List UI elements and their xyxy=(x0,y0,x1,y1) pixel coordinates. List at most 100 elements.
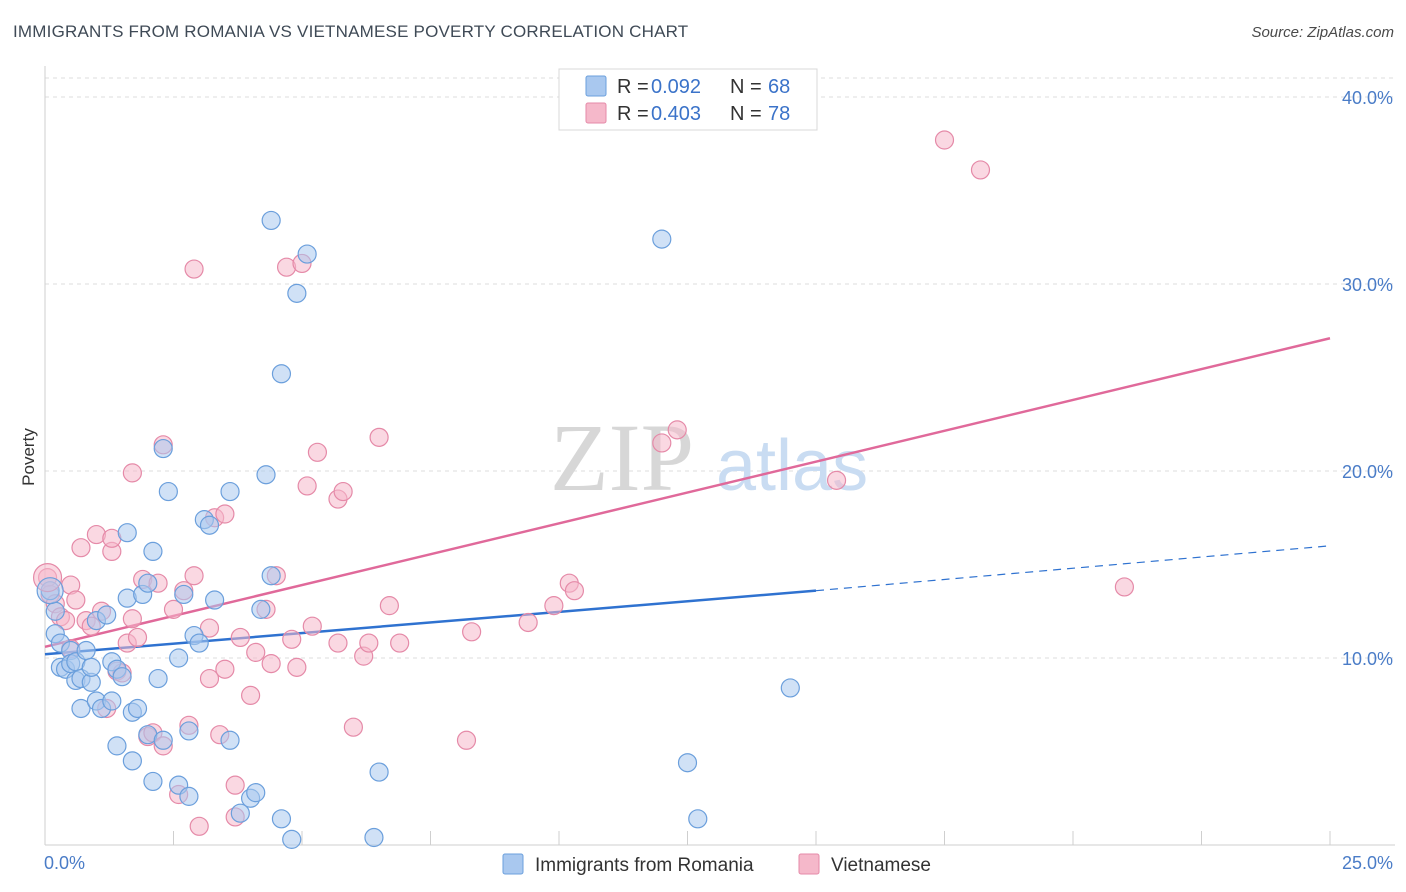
point-vietnamese xyxy=(333,481,353,502)
point-romania xyxy=(287,283,307,303)
watermark-atlas: atlas xyxy=(716,426,868,506)
x-tick-label: 25.0% xyxy=(1342,853,1393,873)
point-romania xyxy=(71,698,91,719)
point-romania xyxy=(261,210,281,231)
point-romania xyxy=(117,523,137,543)
point-romania xyxy=(97,605,117,625)
point-vietnamese xyxy=(122,463,142,483)
point-vietnamese xyxy=(163,599,184,619)
top-legend: R = 0.092 N = 68 R = 0.403 N = 78 xyxy=(558,68,818,131)
point-romania xyxy=(122,751,142,771)
point-vietnamese xyxy=(564,581,585,601)
point-romania xyxy=(652,229,672,249)
point-vietnamese xyxy=(241,685,261,706)
x-tick-label: 0.0% xyxy=(44,853,85,873)
y-tick-label: 20.0% xyxy=(1342,462,1393,482)
point-vietnamese xyxy=(1114,577,1135,597)
point-romania xyxy=(780,678,800,698)
point-vietnamese xyxy=(302,616,322,636)
point-vietnamese xyxy=(518,612,538,633)
point-vietnamese xyxy=(826,470,847,490)
point-vietnamese xyxy=(297,476,317,496)
bottom-legend-swatch-romania xyxy=(502,853,524,875)
point-romania xyxy=(220,481,240,502)
point-romania xyxy=(364,827,384,848)
y-tick-label: 30.0% xyxy=(1342,275,1393,295)
legend-romania-n-label: N = xyxy=(730,76,762,98)
point-vietnamese xyxy=(287,657,307,677)
point-romania xyxy=(138,573,158,593)
point-vietnamese xyxy=(261,654,281,674)
point-romania xyxy=(148,668,168,689)
point-vietnamese xyxy=(544,596,564,616)
point-vietnamese xyxy=(934,130,955,150)
source-credit: Source: ZipAtlas.com xyxy=(1251,24,1394,41)
bottom-legend-vietnamese: Vietnamese xyxy=(831,855,931,876)
trend-line-romania-extension xyxy=(815,545,1331,592)
point-romania xyxy=(261,566,281,586)
point-romania xyxy=(369,762,389,782)
legend-vietnamese-n-label: N = xyxy=(730,103,762,125)
point-vietnamese xyxy=(71,538,91,558)
point-vietnamese xyxy=(230,627,250,648)
points-layer xyxy=(32,130,1135,849)
point-romania xyxy=(179,786,199,806)
point-vietnamese xyxy=(199,668,220,689)
point-romania xyxy=(199,515,220,535)
point-vietnamese xyxy=(667,420,687,440)
point-vietnamese xyxy=(189,816,209,836)
point-vietnamese xyxy=(456,730,477,750)
point-romania xyxy=(102,691,122,711)
legend-swatch-romania xyxy=(585,75,607,97)
point-vietnamese xyxy=(359,633,379,653)
point-romania xyxy=(143,771,163,792)
point-vietnamese xyxy=(282,629,302,649)
legend-romania-r-value: 0.092 xyxy=(651,76,701,98)
point-romania xyxy=(251,599,271,619)
point-romania xyxy=(256,465,276,485)
y-tick-label: 10.0% xyxy=(1342,649,1393,669)
point-romania xyxy=(153,438,173,459)
point-vietnamese xyxy=(184,566,204,586)
point-romania xyxy=(169,648,189,668)
point-romania xyxy=(153,730,173,750)
point-romania xyxy=(179,721,199,741)
point-romania xyxy=(220,730,240,750)
point-romania xyxy=(230,803,250,823)
grid-layer xyxy=(45,77,1395,659)
trend-layer xyxy=(44,337,1331,656)
legend-romania-n-value: 68 xyxy=(768,76,790,98)
point-romania xyxy=(189,633,209,653)
bottom-legend-romania: Immigrants from Romania xyxy=(535,855,754,876)
watermark-zip: ZIP xyxy=(550,404,694,511)
point-vietnamese xyxy=(184,259,204,279)
point-romania xyxy=(158,481,178,502)
point-romania xyxy=(688,809,708,829)
point-romania xyxy=(271,809,292,829)
legend-vietnamese-r-label: R = xyxy=(617,103,649,125)
point-vietnamese xyxy=(970,160,991,180)
point-romania xyxy=(143,541,163,562)
point-romania xyxy=(107,736,127,756)
point-romania xyxy=(271,364,292,384)
legend-vietnamese-r-value: 0.403 xyxy=(651,103,701,125)
point-romania xyxy=(246,783,266,803)
chart-title: IMMIGRANTS FROM ROMANIA VS VIETNAMESE PO… xyxy=(13,22,689,41)
point-vietnamese xyxy=(246,642,266,662)
point-romania xyxy=(282,829,302,849)
bottom-legend: Immigrants from Romania Vietnamese xyxy=(502,853,931,876)
point-vietnamese xyxy=(127,627,148,648)
point-romania xyxy=(76,640,96,661)
point-romania xyxy=(45,601,65,621)
point-romania xyxy=(174,584,194,605)
axis-layer: 10.0% 20.0% 30.0% 40.0% 0.0% 25.0% xyxy=(44,66,1395,873)
point-vietnamese xyxy=(225,775,245,795)
point-romania xyxy=(127,698,148,719)
trend-line-vietnamese xyxy=(44,337,1331,648)
point-vietnamese xyxy=(307,442,328,462)
watermark: ZIP atlas xyxy=(550,404,868,511)
point-vietnamese xyxy=(652,433,672,453)
point-vietnamese xyxy=(343,717,363,737)
point-romania xyxy=(297,244,317,264)
